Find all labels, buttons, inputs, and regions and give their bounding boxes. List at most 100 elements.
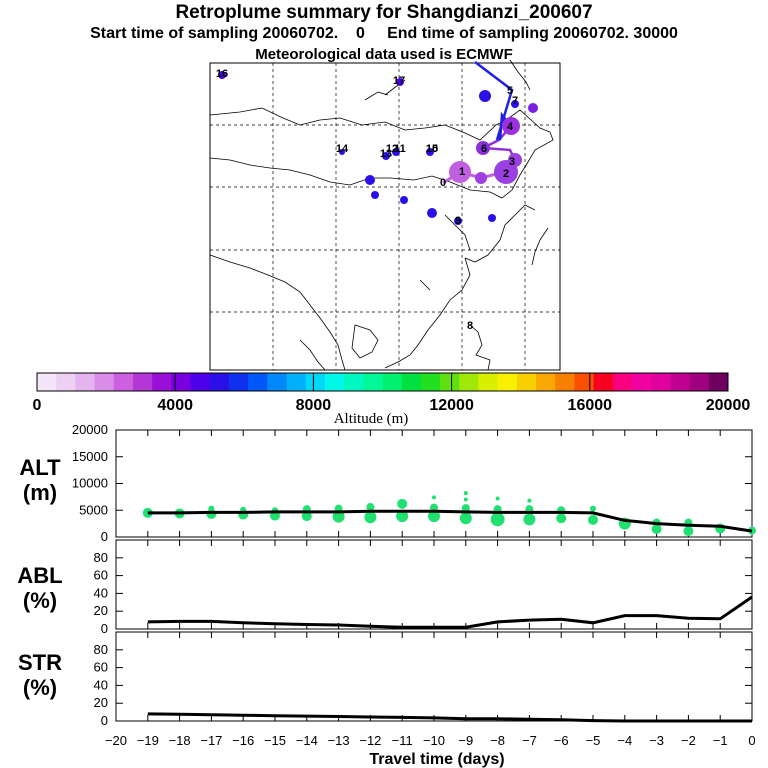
- colorbar-swatch: [363, 373, 383, 391]
- colorbar-frame: [36, 372, 729, 392]
- met-data-note: Meteorological data used is ECMWF: [255, 46, 513, 63]
- y-tick-label: 0: [101, 529, 108, 544]
- plume-position-marker: [508, 153, 522, 167]
- y-tick-label: 0: [101, 713, 108, 728]
- y-tick-label: 20: [94, 603, 108, 618]
- plume-day-label: 8: [467, 320, 473, 332]
- colorbar-swatch: [382, 373, 403, 391]
- colorbar-swatch: [516, 373, 537, 391]
- plume-position-marker: [371, 191, 379, 199]
- colorbar-tick-label: 8000: [296, 397, 332, 414]
- abl-label: ABL: [17, 563, 62, 588]
- colorbar-tick-label: 4000: [157, 397, 193, 414]
- alt-median-line: [147, 509, 753, 533]
- y-tick-label: 80: [94, 550, 108, 565]
- alt-scatter-point: [527, 498, 532, 503]
- plume-position-marker: [339, 149, 345, 155]
- alt-scatter-point: [651, 523, 662, 534]
- plume-day-label: 13: [380, 148, 392, 160]
- colorbar-swatch: [113, 373, 134, 391]
- y-tick-label: 15000: [72, 449, 108, 464]
- colorbar-swatch: [171, 373, 192, 391]
- x-tick-label: −14: [296, 733, 318, 748]
- colorbar-swatch: [324, 373, 345, 391]
- plume-position-marker: [382, 152, 390, 160]
- colorbar-swatch: [401, 373, 422, 391]
- x-tick-label: −6: [554, 733, 569, 748]
- start-label: Start time of sampling 20060702.: [90, 25, 339, 42]
- start-value: 0: [355, 25, 365, 42]
- x-tick-label: −17: [200, 733, 222, 748]
- y-tick-label: 60: [94, 660, 108, 675]
- colorbar-swatch: [612, 373, 633, 391]
- y-tick-label: 5000: [79, 502, 108, 517]
- str-label: STR: [18, 650, 62, 675]
- str-line: [147, 712, 752, 723]
- colorbar-swatch: [344, 373, 364, 391]
- end-label: End time of sampling 20060702. 30000: [387, 25, 678, 42]
- plume-position-marker: [528, 103, 538, 113]
- colorbar-swatch: [267, 373, 288, 391]
- colorbar-swatch: [632, 373, 652, 391]
- colorbar-swatch: [75, 373, 96, 391]
- abl-unit: (%): [23, 588, 57, 613]
- alt-scatter-point: [366, 503, 375, 512]
- colorbar-swatch: [478, 373, 499, 391]
- alt-scatter-point: [463, 491, 468, 496]
- alt-scatter-point: [588, 514, 598, 525]
- abl-line: [147, 595, 753, 629]
- plume-position-marker: [365, 175, 375, 185]
- plume-position-marker: [476, 141, 490, 155]
- plume-position-marker: [427, 208, 437, 218]
- alt-label: ALT: [19, 455, 61, 480]
- plume-segment-upper: [474, 61, 514, 141]
- colorbar-swatch: [555, 373, 575, 391]
- x-tick-label: −15: [264, 733, 286, 748]
- alt-scatter-point: [301, 511, 312, 522]
- sampling-times: Start time of sampling 20060702. 0 End t…: [0, 25, 768, 43]
- colorbar-swatch: [420, 373, 441, 391]
- alt-scatter-point: [523, 513, 536, 526]
- alt-scatter-point: [396, 510, 409, 523]
- y-tick-label: 20000: [72, 422, 108, 437]
- alt-scatter-point: [364, 511, 377, 524]
- colorbar-swatch: [536, 373, 556, 391]
- colorbar-swatch: [286, 373, 307, 391]
- alt-scatter-point: [428, 510, 440, 523]
- colorbar-swatch: [248, 373, 268, 391]
- y-tick-label: 80: [94, 642, 108, 657]
- alt-scatter-point: [397, 498, 408, 509]
- x-tick-label: −7: [522, 733, 537, 748]
- plume-day-label: 14: [336, 143, 349, 155]
- plume-position-marker: [396, 78, 404, 86]
- alt-scatter-point: [430, 503, 438, 512]
- colorbar-swatch: [132, 373, 153, 391]
- plume-position-marker: [479, 90, 491, 102]
- plume-day-label: 4: [507, 121, 514, 133]
- alt-scatter-point: [459, 512, 472, 525]
- colorbar-swatch: [440, 373, 460, 391]
- x-tick-label: −11: [392, 733, 413, 748]
- y-tick-label: 10000: [72, 476, 108, 491]
- plume-position-marker: [511, 100, 519, 108]
- colorbar-swatch: [152, 373, 172, 391]
- alt-scatter-point: [590, 505, 596, 512]
- alt-scatter-point: [490, 512, 505, 527]
- alt-scatter-point: [332, 510, 345, 523]
- plume-day-label: 17: [393, 75, 405, 87]
- alt-scatter-point: [432, 495, 436, 500]
- x-tick-label: −5: [586, 733, 601, 748]
- plume-day-label: 16: [216, 68, 228, 80]
- plume-day-label: 15: [426, 143, 438, 155]
- plume-position-marker: [454, 217, 462, 225]
- colorbar-tick-labels: 0 4000 8000 12000 16000 20000: [33, 397, 751, 414]
- y-tick-label: 60: [94, 568, 108, 583]
- alt-unit: (m): [23, 480, 57, 505]
- chart-title: Retroplume summary for Shangdianzi_20060…: [175, 2, 593, 23]
- plume-position-marker: [488, 214, 496, 222]
- colorbar-swatch: [190, 373, 211, 391]
- x-tick-label: −18: [169, 733, 191, 748]
- x-tick-label: 0: [748, 733, 755, 748]
- colorbar-swatch: [708, 373, 729, 391]
